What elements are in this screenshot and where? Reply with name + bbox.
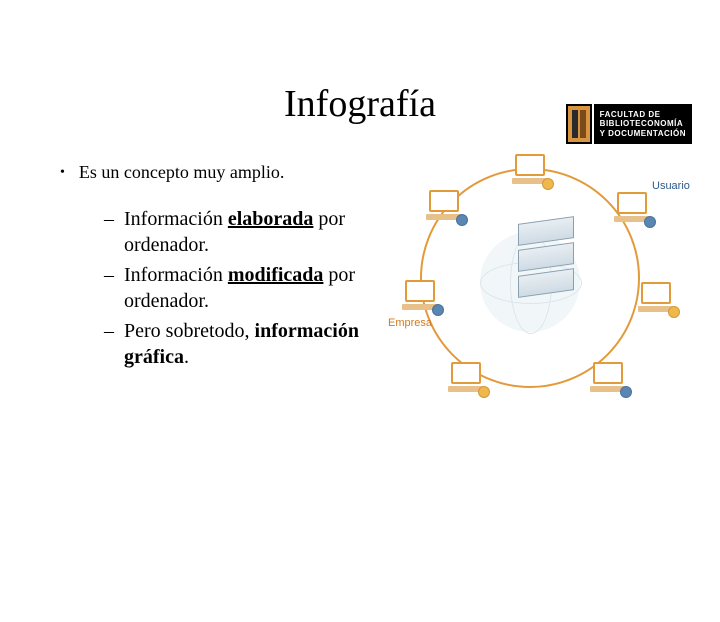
computer-icon [429, 190, 459, 212]
sub-item-pre: Información [124, 208, 228, 230]
label-usuario: Usuario [652, 180, 690, 192]
network-diagram: Usuario Empresa [390, 162, 690, 402]
sub-item-emph: elaborada [228, 208, 314, 230]
logo-shield-icon [566, 104, 592, 144]
content-area: • Es un concepto muy amplio. –Informació… [0, 162, 720, 402]
sub-item-pre: Pero sobretodo, [124, 320, 255, 342]
sub-item: –Información elaborada por ordenador. [104, 206, 380, 258]
computer-icon [405, 280, 435, 302]
sub-item-pre: Información [124, 264, 228, 286]
computer-icon [617, 192, 647, 214]
bullet-text: Es un concepto muy amplio. [79, 162, 284, 183]
sub-item-text: Información modificada por ordenador. [124, 262, 380, 314]
sub-item-text: Información elaborada por ordenador. [124, 206, 380, 258]
sub-item-dash: – [104, 262, 114, 314]
logo-line-2: BIBLIOTECONOMÍA [600, 119, 686, 129]
server-icon [518, 216, 574, 300]
node-bottom-right [588, 362, 628, 394]
bullet-marker: • [60, 162, 65, 184]
node-left [400, 280, 440, 312]
sub-item: –Información modificada por ordenador. [104, 262, 380, 314]
faculty-logo: FACULTAD DE BIBLIOTECONOMÍA Y DOCUMENTAC… [566, 104, 692, 144]
text-column: • Es un concepto muy amplio. –Informació… [60, 162, 380, 374]
computer-icon [515, 154, 545, 176]
node-top-right [612, 192, 652, 224]
sub-item-dash: – [104, 206, 114, 258]
sub-item-dash: – [104, 318, 114, 370]
node-right [636, 282, 676, 314]
sub-bullet-list: –Información elaborada por ordenador.–In… [60, 206, 380, 370]
logo-line-1: FACULTAD DE [600, 110, 686, 120]
node-top-left [424, 190, 464, 222]
label-empresa: Empresa [388, 317, 432, 329]
logo-text: FACULTAD DE BIBLIOTECONOMÍA Y DOCUMENTAC… [594, 104, 692, 144]
main-bullet: • Es un concepto muy amplio. [60, 162, 380, 184]
node-bottom-left [446, 362, 486, 394]
sub-item-post: . [184, 346, 189, 368]
node-top [510, 154, 550, 186]
computer-icon [641, 282, 671, 304]
sub-item: –Pero sobretodo, información gráfica. [104, 318, 380, 370]
computer-icon [451, 362, 481, 384]
computer-icon [593, 362, 623, 384]
logo-line-3: Y DOCUMENTACIÓN [600, 129, 686, 139]
sub-item-emph: modificada [228, 264, 324, 286]
sub-item-text: Pero sobretodo, información gráfica. [124, 318, 380, 370]
